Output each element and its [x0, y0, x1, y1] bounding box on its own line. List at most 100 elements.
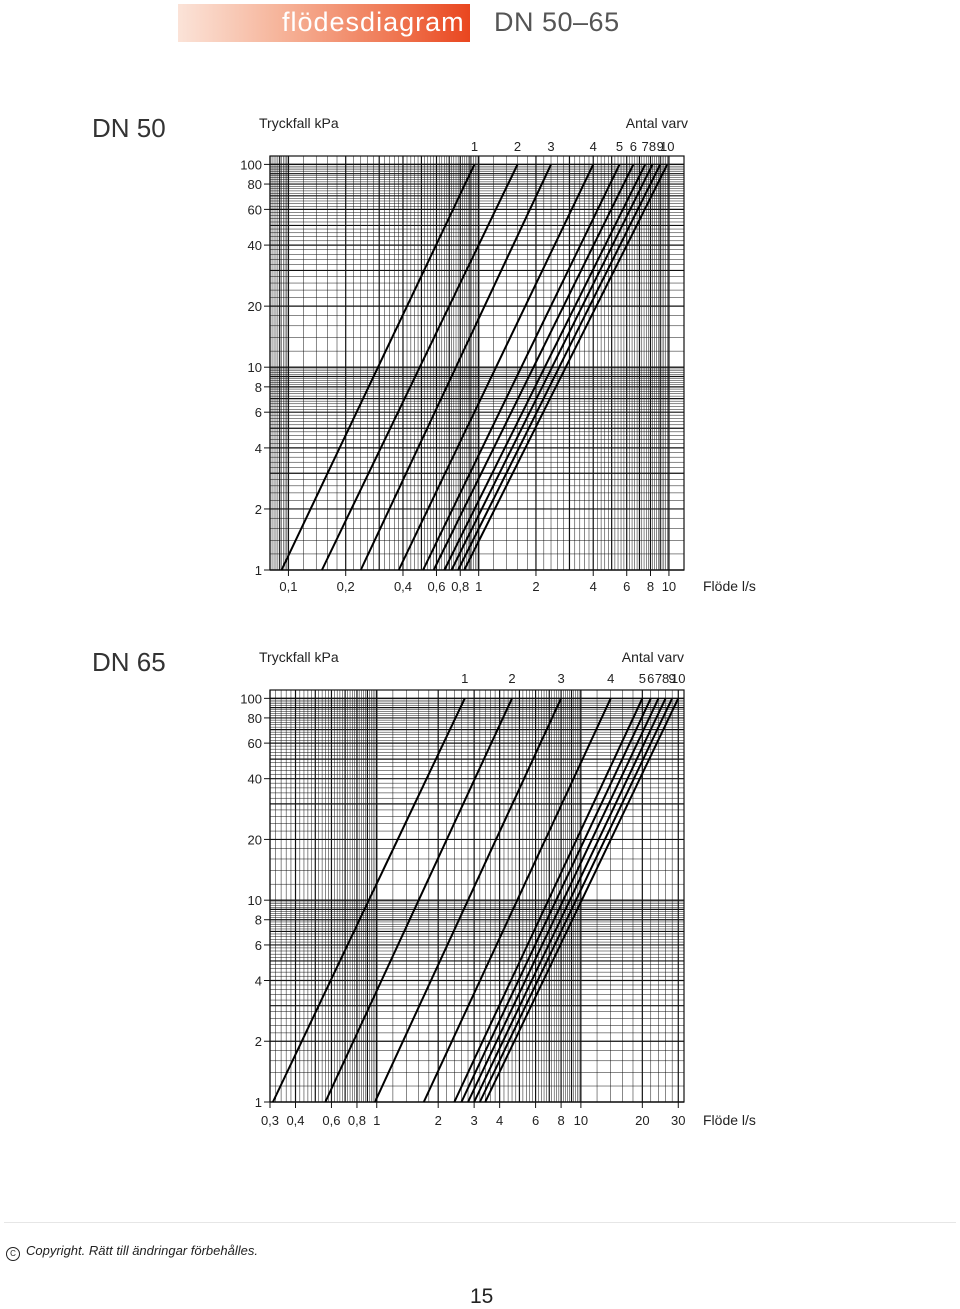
series-line — [359, 163, 552, 571]
y-tick-label: 1 — [255, 1095, 262, 1110]
series-label: 3 — [547, 139, 554, 154]
x-tick-label: 1 — [475, 579, 482, 594]
page-title: flödesdiagram — [282, 7, 465, 37]
x-tick-label: 0,2 — [337, 579, 355, 594]
x-tick-label: 0,4 — [286, 1113, 304, 1128]
x-axis-label: Flöde l/s — [703, 578, 756, 594]
series-line — [432, 163, 635, 571]
y-axis-label: Tryckfall kPa — [259, 649, 339, 665]
y-tick-label: 40 — [248, 238, 262, 253]
x-tick-label: 0,3 — [261, 1113, 279, 1128]
copyright-icon: C — [6, 1247, 20, 1261]
y-tick-label: 4 — [255, 441, 262, 456]
x-tick-label: 0,6 — [322, 1113, 340, 1128]
section-label-dn50: DN 50 — [92, 113, 166, 143]
series-line — [457, 163, 662, 571]
series-line — [460, 697, 652, 1103]
y-tick-label: 8 — [255, 380, 262, 395]
series-label: 8 — [649, 139, 656, 154]
y-tick-label: 2 — [255, 1034, 262, 1049]
series-label: 1 — [471, 139, 478, 154]
series-label: 2 — [508, 671, 515, 686]
series-label: 4 — [590, 139, 597, 154]
series-label: 4 — [607, 671, 614, 686]
x-tick-label: 10 — [574, 1113, 588, 1128]
y-tick-label: 6 — [255, 938, 262, 953]
legend-title: Antal varv — [622, 649, 684, 665]
x-tick-label: 0,8 — [348, 1113, 366, 1128]
series-line — [397, 163, 595, 571]
series-line — [374, 697, 563, 1103]
y-tick-label: 100 — [240, 157, 262, 172]
series-label: 6 — [630, 139, 637, 154]
y-tick-label: 80 — [248, 177, 262, 192]
footer-divider — [4, 1222, 956, 1223]
series-line — [280, 163, 476, 571]
plot-frame — [269, 155, 685, 571]
x-tick-label: 2 — [435, 1113, 442, 1128]
x-tick-label: 30 — [671, 1113, 685, 1128]
series-line — [272, 697, 466, 1103]
series-label: 10 — [671, 671, 685, 686]
y-tick-label: 20 — [248, 832, 262, 847]
y-tick-label: 6 — [255, 405, 262, 420]
series-line — [422, 697, 612, 1103]
y-tick-label: 100 — [240, 691, 262, 706]
series-label: 7 — [655, 671, 662, 686]
y-tick-label: 60 — [248, 202, 262, 217]
series-line — [443, 163, 647, 571]
series-label: 5 — [639, 671, 646, 686]
x-tick-label: 0,6 — [427, 579, 445, 594]
y-tick-label: 40 — [248, 772, 262, 787]
legend-title: Antal varv — [626, 115, 688, 131]
series-line — [473, 697, 667, 1103]
series-label: 6 — [647, 671, 654, 686]
y-tick-label: 2 — [255, 502, 262, 517]
x-axis-label: Flöde l/s — [703, 1112, 756, 1128]
series-line — [450, 163, 654, 571]
series-label: 9 — [669, 671, 676, 686]
page-number: 15 — [470, 1285, 494, 1308]
series-label: 9 — [657, 139, 664, 154]
plot-frame — [269, 689, 685, 1103]
x-tick-label: 6 — [623, 579, 630, 594]
x-tick-label: 0,1 — [279, 579, 297, 594]
y-axis-label: Tryckfall kPa — [259, 115, 339, 131]
page-subtitle: DN 50–65 — [494, 7, 620, 37]
series-label: 5 — [616, 139, 623, 154]
series-label: 3 — [557, 671, 564, 686]
section-label-dn65: DN 65 — [92, 647, 166, 677]
x-tick-label: 0,8 — [451, 579, 469, 594]
y-tick-label: 60 — [248, 736, 262, 751]
chart-grid — [269, 690, 685, 1103]
y-tick-label: 80 — [248, 711, 262, 726]
copyright-text: Copyright. Rätt till ändringar förbehåll… — [26, 1243, 258, 1258]
series-label: 7 — [642, 139, 649, 154]
chart-grid — [269, 156, 685, 571]
x-tick-label: 8 — [557, 1113, 564, 1128]
x-tick-label: 0,4 — [394, 579, 412, 594]
x-tick-label: 6 — [532, 1113, 539, 1128]
series-label: 8 — [662, 671, 669, 686]
x-tick-label: 1 — [373, 1113, 380, 1128]
x-tick-label: 4 — [590, 579, 597, 594]
y-tick-label: 20 — [248, 299, 262, 314]
series-line — [484, 697, 680, 1103]
series-line — [422, 163, 621, 571]
copyright-notice: C Copyright. Rätt till ändringar förbehål… — [6, 1243, 258, 1261]
x-tick-label: 3 — [471, 1113, 478, 1128]
y-tick-label: 10 — [248, 893, 262, 908]
series-line — [478, 697, 674, 1103]
y-tick-label: 10 — [248, 360, 262, 375]
x-tick-label: 2 — [532, 579, 539, 594]
x-tick-label: 8 — [647, 579, 654, 594]
y-tick-label: 1 — [255, 563, 262, 578]
series-line — [321, 163, 519, 571]
series-line — [453, 697, 644, 1103]
series-label: 2 — [514, 139, 521, 154]
series-line — [463, 163, 669, 571]
header-band — [178, 4, 470, 42]
y-tick-label: 8 — [255, 913, 262, 928]
